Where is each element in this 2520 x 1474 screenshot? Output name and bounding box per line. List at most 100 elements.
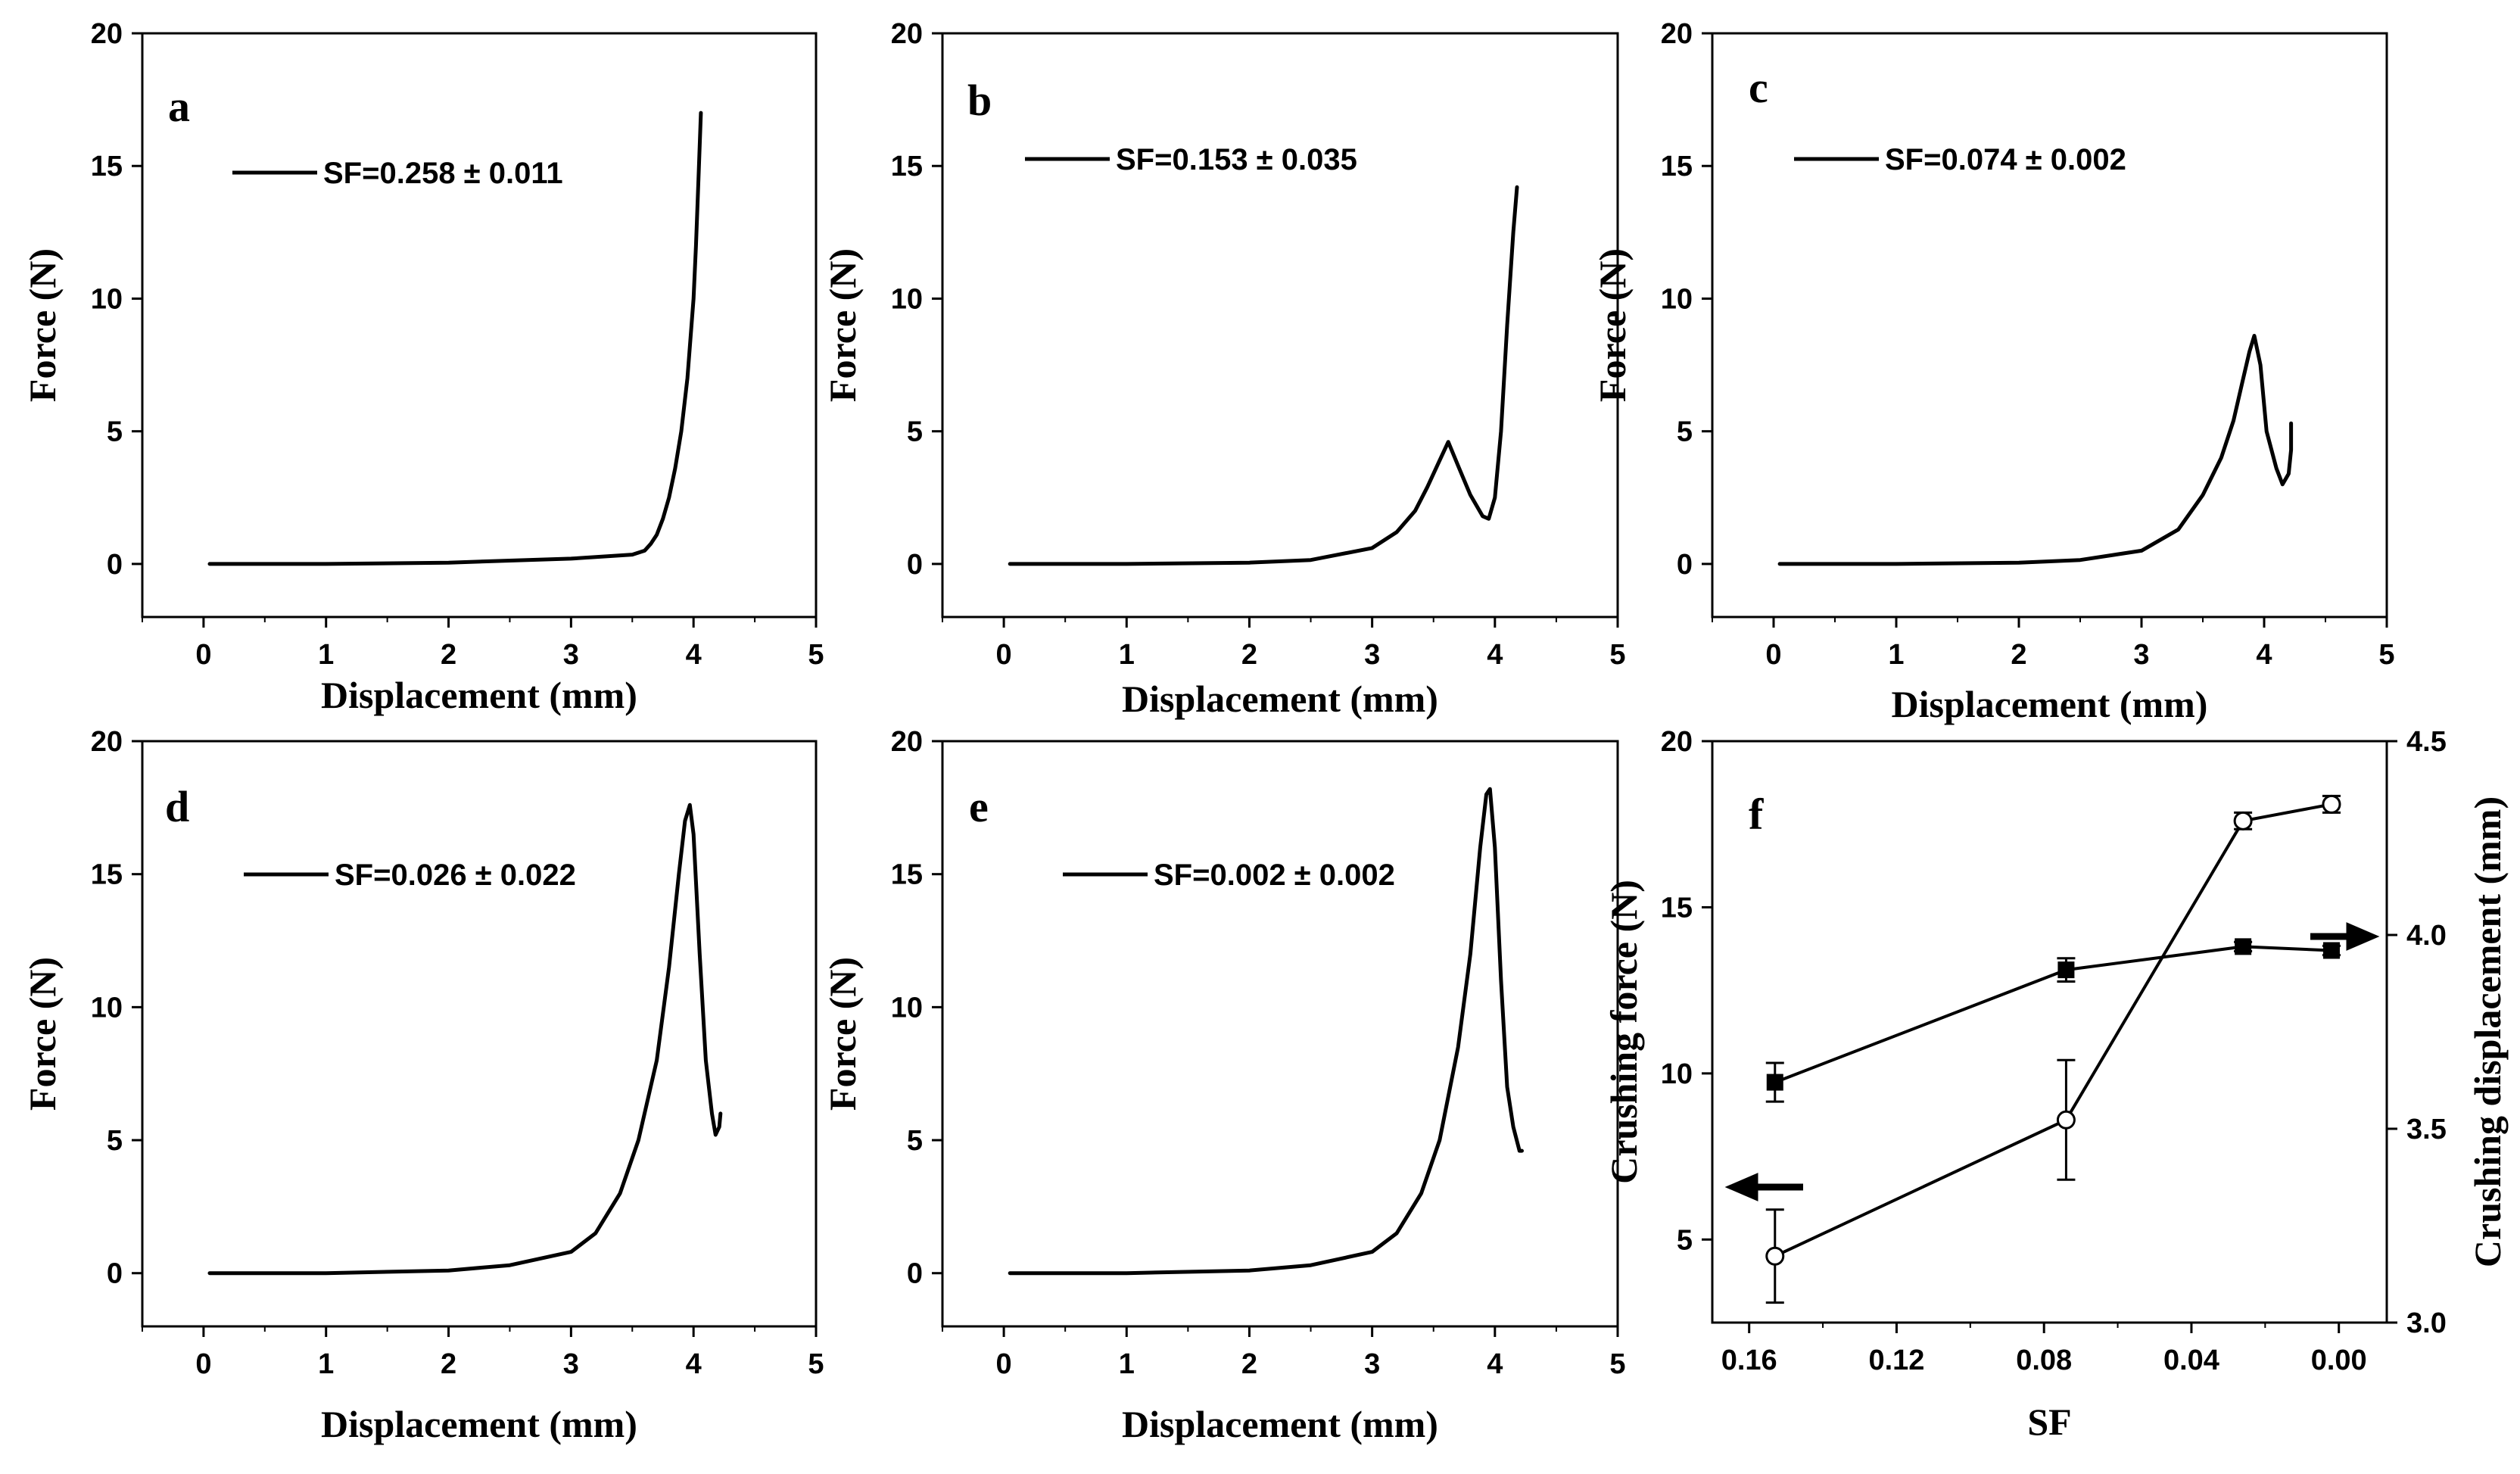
- y-tick-label: 0: [907, 549, 923, 581]
- y-tick-label: 15: [91, 151, 123, 182]
- x-tick-label: 0.00: [2311, 1345, 2367, 1376]
- plot-frame: [141, 740, 818, 1328]
- x-tick-label: 0: [195, 1348, 211, 1380]
- y-tick-label: 10: [1661, 283, 1693, 315]
- point-crushing-displacement: [2235, 938, 2252, 955]
- series-line: [1777, 334, 2294, 566]
- panel-letter: f: [1749, 790, 1764, 839]
- x-tick-label: 4: [1487, 639, 1503, 671]
- panel-letter: b: [967, 76, 992, 125]
- point-crushing-displacement: [2057, 961, 2075, 979]
- legend-label: SF=0.026 ± 0.022: [335, 859, 576, 892]
- x-tick-label: 5: [1609, 1348, 1625, 1380]
- x-tick-label: 1: [1119, 639, 1135, 671]
- x-tick-label: 2: [441, 639, 456, 671]
- y-tick-label: 10: [891, 283, 923, 315]
- x-tick-label: 0.12: [1868, 1345, 1924, 1376]
- y-axis-title: Force (N): [821, 957, 864, 1111]
- plot-frame: [1711, 32, 2388, 619]
- y-axis-title: Crushing force (N): [1603, 880, 1645, 1184]
- y-tick-label: 5: [107, 1125, 123, 1157]
- panel-letter: c: [1749, 63, 1768, 112]
- x-tick-label: 3: [1364, 639, 1380, 671]
- x-tick-label: 2: [1241, 639, 1257, 671]
- x-tick-label: 3: [563, 1348, 579, 1380]
- y-tick-label: 20: [1661, 18, 1693, 50]
- x-tick-label: 4: [1487, 1348, 1503, 1380]
- legend-label: SF=0.002 ± 0.002: [1154, 859, 1395, 892]
- panel-c: c 0 1 2 3 4 5 0 5 10 15 20 Displacement (mm) Force (N…: [1591, 18, 2395, 725]
- y-tick-label: 15: [891, 859, 923, 891]
- x-tick-label: 5: [2378, 639, 2394, 671]
- panel-e: e 0 1 2 3 4 5 0 5 10 15 20 Displacement (mm) Force (N…: [821, 726, 1626, 1445]
- y-tick-label: 20: [891, 726, 923, 758]
- y2-tick-label: 4.5: [2406, 726, 2447, 758]
- y-axis-title: Force (N): [21, 957, 64, 1111]
- y-tick-label: 10: [91, 283, 123, 315]
- x-tick-label: 5: [1609, 639, 1625, 671]
- panel-b: b 0 1 2 3 4 5 0 5 10 15 20 Displacement (mm) Force (N…: [821, 18, 1626, 720]
- x-axis-title: Displacement (mm): [1122, 678, 1438, 720]
- y-axis-title: Force (N): [821, 248, 864, 402]
- x-tick-label: 2: [1241, 1348, 1257, 1380]
- x-tick-label: 1: [318, 1348, 334, 1380]
- panel-letter: a: [168, 82, 190, 131]
- y-tick-label: 0: [107, 1258, 123, 1290]
- y-tick-label: 20: [1661, 726, 1693, 758]
- point-crushing-force: [1765, 1246, 1785, 1266]
- x-tick-label: 0.04: [2163, 1345, 2219, 1376]
- x-tick-label: 2: [2011, 639, 2026, 671]
- y-tick-label: 5: [1677, 1224, 1693, 1256]
- point-crushing-displacement: [1766, 1074, 1783, 1091]
- y-tick-label: 0: [107, 549, 123, 581]
- y-tick-label: 20: [91, 18, 123, 50]
- x-axis-title: Displacement (mm): [1122, 1403, 1438, 1445]
- y-tick-label: 10: [1661, 1058, 1693, 1090]
- x-tick-label: 1: [1888, 639, 1904, 671]
- x-tick-label: 0.16: [1721, 1345, 1777, 1376]
- legend-label: SF=0.074 ± 0.002: [1885, 143, 2126, 176]
- x-tick-label: 3: [2133, 639, 2149, 671]
- x-tick-label: 5: [808, 1348, 824, 1380]
- x-tick-label: 1: [1119, 1348, 1135, 1380]
- x-tick-label: 0: [1765, 639, 1781, 671]
- y-tick-label: 5: [907, 416, 923, 448]
- panel-d: d 0 1 2 3 4 5 0 5 10 15 20 Displacement (mm) Force (N…: [21, 726, 824, 1445]
- plot-frame: [141, 32, 818, 619]
- panel-letter: e: [969, 782, 989, 831]
- point-crushing-force: [2233, 811, 2253, 830]
- x-tick-label: 5: [808, 639, 824, 671]
- x-tick-label: 0: [195, 639, 211, 671]
- y-axis-title: Force (N): [1591, 248, 1634, 402]
- x-axis-title: Displacement (mm): [321, 674, 637, 716]
- legend-label: SF=0.153 ± 0.035: [1116, 143, 1357, 176]
- point-crushing-force: [2056, 1110, 2076, 1130]
- y-tick-label: 5: [107, 416, 123, 448]
- y-tick-label: 5: [1677, 416, 1693, 448]
- y-tick-label: 15: [891, 151, 923, 182]
- point-crushing-displacement: [2322, 942, 2340, 959]
- x-axis-title: SF: [2027, 1401, 2071, 1443]
- y2-tick-label: 4.0: [2406, 920, 2447, 952]
- x-axis-title: Displacement (mm): [321, 1403, 637, 1445]
- point-crushing-force: [2322, 794, 2341, 814]
- y2-tick-label: 3.0: [2406, 1307, 2447, 1339]
- x-axis-title: Displacement (mm): [1892, 683, 2208, 725]
- y2-tick-label: 3.5: [2406, 1114, 2447, 1145]
- panel-f: f 0.16 0.12 0.08 0.04 0.00 5 10 15 20 3.0 3.5 4.0 4.5…: [1603, 726, 2509, 1443]
- x-tick-label: 2: [441, 1348, 456, 1380]
- y-tick-label: 15: [91, 859, 123, 891]
- series-line: [1774, 945, 2332, 1084]
- plot-frame: [941, 740, 1619, 1328]
- x-tick-label: 0: [996, 639, 1012, 671]
- x-tick-label: 3: [563, 639, 579, 671]
- series-line: [207, 111, 703, 566]
- left-axis-arrow: [1724, 1173, 1803, 1201]
- right-axis-arrow: [2310, 922, 2380, 951]
- plot-frame: [941, 32, 1619, 619]
- y-tick-label: 10: [891, 992, 923, 1024]
- y2-axis-title: Crushing displacement (mm): [2466, 796, 2509, 1267]
- x-tick-label: 1: [318, 639, 334, 671]
- x-tick-label: 4: [2256, 639, 2272, 671]
- series-line: [1008, 185, 1519, 566]
